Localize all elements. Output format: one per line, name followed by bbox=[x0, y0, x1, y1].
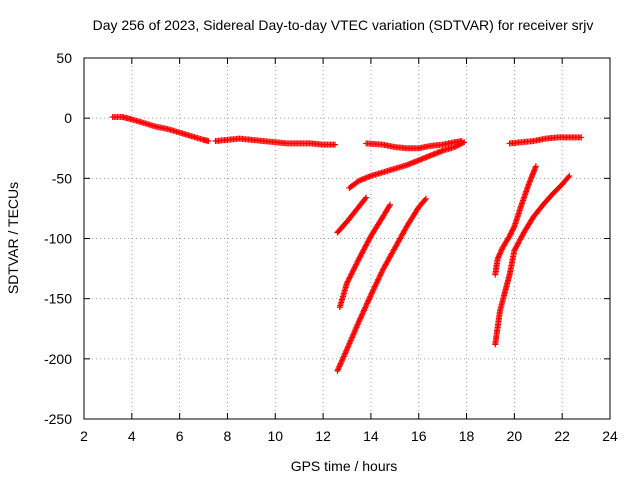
data-point bbox=[359, 311, 366, 318]
y-axis-label: SDTVAR / TECUs bbox=[5, 182, 21, 294]
x-tick-label: 2 bbox=[80, 428, 88, 444]
data-point bbox=[358, 312, 365, 319]
data-point bbox=[332, 141, 339, 148]
y-tick-label: 50 bbox=[56, 50, 72, 66]
data-point bbox=[532, 163, 539, 170]
data-point bbox=[363, 194, 370, 201]
data-point bbox=[454, 142, 461, 149]
data-point bbox=[363, 301, 370, 308]
series-arc-d bbox=[346, 139, 468, 191]
x-tick-label: 14 bbox=[363, 428, 379, 444]
data-point bbox=[451, 144, 458, 151]
data-point bbox=[357, 315, 364, 322]
data-point bbox=[566, 172, 573, 179]
data-point bbox=[387, 201, 394, 208]
data-point bbox=[205, 138, 212, 145]
data-point bbox=[455, 141, 462, 148]
data-point bbox=[509, 227, 516, 234]
x-tick-label: 24 bbox=[602, 428, 618, 444]
data-point bbox=[565, 174, 572, 181]
y-tick-label: -200 bbox=[44, 351, 72, 367]
series-arc-i bbox=[492, 172, 573, 348]
series-arc-h bbox=[492, 163, 539, 278]
x-tick-label: 8 bbox=[224, 428, 232, 444]
data-point bbox=[364, 299, 371, 306]
chart-title: Day 256 of 2023, Sidereal Day-to-day VTE… bbox=[93, 17, 594, 33]
y-tick-label: -150 bbox=[44, 291, 72, 307]
data-point bbox=[509, 226, 516, 233]
data-point bbox=[458, 140, 465, 147]
series-arc-e bbox=[334, 194, 370, 236]
data-point bbox=[356, 317, 363, 324]
series-arc-a bbox=[109, 113, 212, 145]
grid bbox=[84, 58, 610, 419]
data-point bbox=[359, 310, 366, 317]
x-tick-label: 16 bbox=[411, 428, 427, 444]
data-point bbox=[459, 139, 466, 146]
y-tick-label: -250 bbox=[44, 411, 72, 427]
data-point bbox=[366, 296, 373, 303]
data-point bbox=[360, 307, 367, 314]
x-tick-label: 6 bbox=[176, 428, 184, 444]
series-arc-j bbox=[506, 134, 585, 147]
data-point bbox=[357, 314, 364, 321]
x-tick-label: 12 bbox=[315, 428, 331, 444]
data-point bbox=[452, 143, 459, 150]
data-point bbox=[510, 224, 517, 231]
series-arc-g bbox=[334, 195, 429, 374]
data-point bbox=[507, 230, 514, 237]
data-point bbox=[508, 228, 515, 235]
y-tick-label: 0 bbox=[64, 110, 72, 126]
plot-frame bbox=[83, 57, 611, 420]
series-arc-c bbox=[363, 138, 465, 152]
x-tick-label: 4 bbox=[128, 428, 136, 444]
data-point bbox=[367, 293, 374, 300]
x-tick-label: 18 bbox=[459, 428, 475, 444]
x-axis-label: GPS time / hours bbox=[291, 458, 398, 474]
data-point bbox=[386, 203, 393, 210]
data-point bbox=[457, 141, 464, 148]
data-point bbox=[506, 233, 513, 240]
data-point bbox=[362, 304, 369, 311]
x-tick-label: 22 bbox=[554, 428, 570, 444]
tick-labels: 2 4 6 8 10 12 14 16 18 20 22 24500-50-100-150-200-2… bbox=[44, 50, 618, 444]
data-point bbox=[361, 305, 368, 312]
data-point bbox=[362, 303, 369, 310]
data-point bbox=[507, 231, 514, 238]
series-arc-b bbox=[212, 135, 339, 148]
data-point bbox=[366, 294, 373, 301]
data-point bbox=[355, 318, 362, 325]
data-point bbox=[360, 308, 367, 315]
data-point bbox=[362, 195, 369, 202]
data-points bbox=[109, 113, 585, 374]
data-point bbox=[421, 196, 428, 203]
ticks bbox=[83, 57, 611, 420]
series-arc-f bbox=[336, 201, 394, 311]
x-tick-label: 10 bbox=[267, 428, 283, 444]
data-point bbox=[578, 134, 585, 141]
x-tick-label: 20 bbox=[507, 428, 523, 444]
y-tick-label: -100 bbox=[44, 231, 72, 247]
data-point bbox=[365, 297, 372, 304]
data-point bbox=[364, 300, 371, 307]
data-point bbox=[461, 139, 468, 146]
y-tick-label: -50 bbox=[52, 170, 72, 186]
data-point bbox=[422, 195, 429, 202]
